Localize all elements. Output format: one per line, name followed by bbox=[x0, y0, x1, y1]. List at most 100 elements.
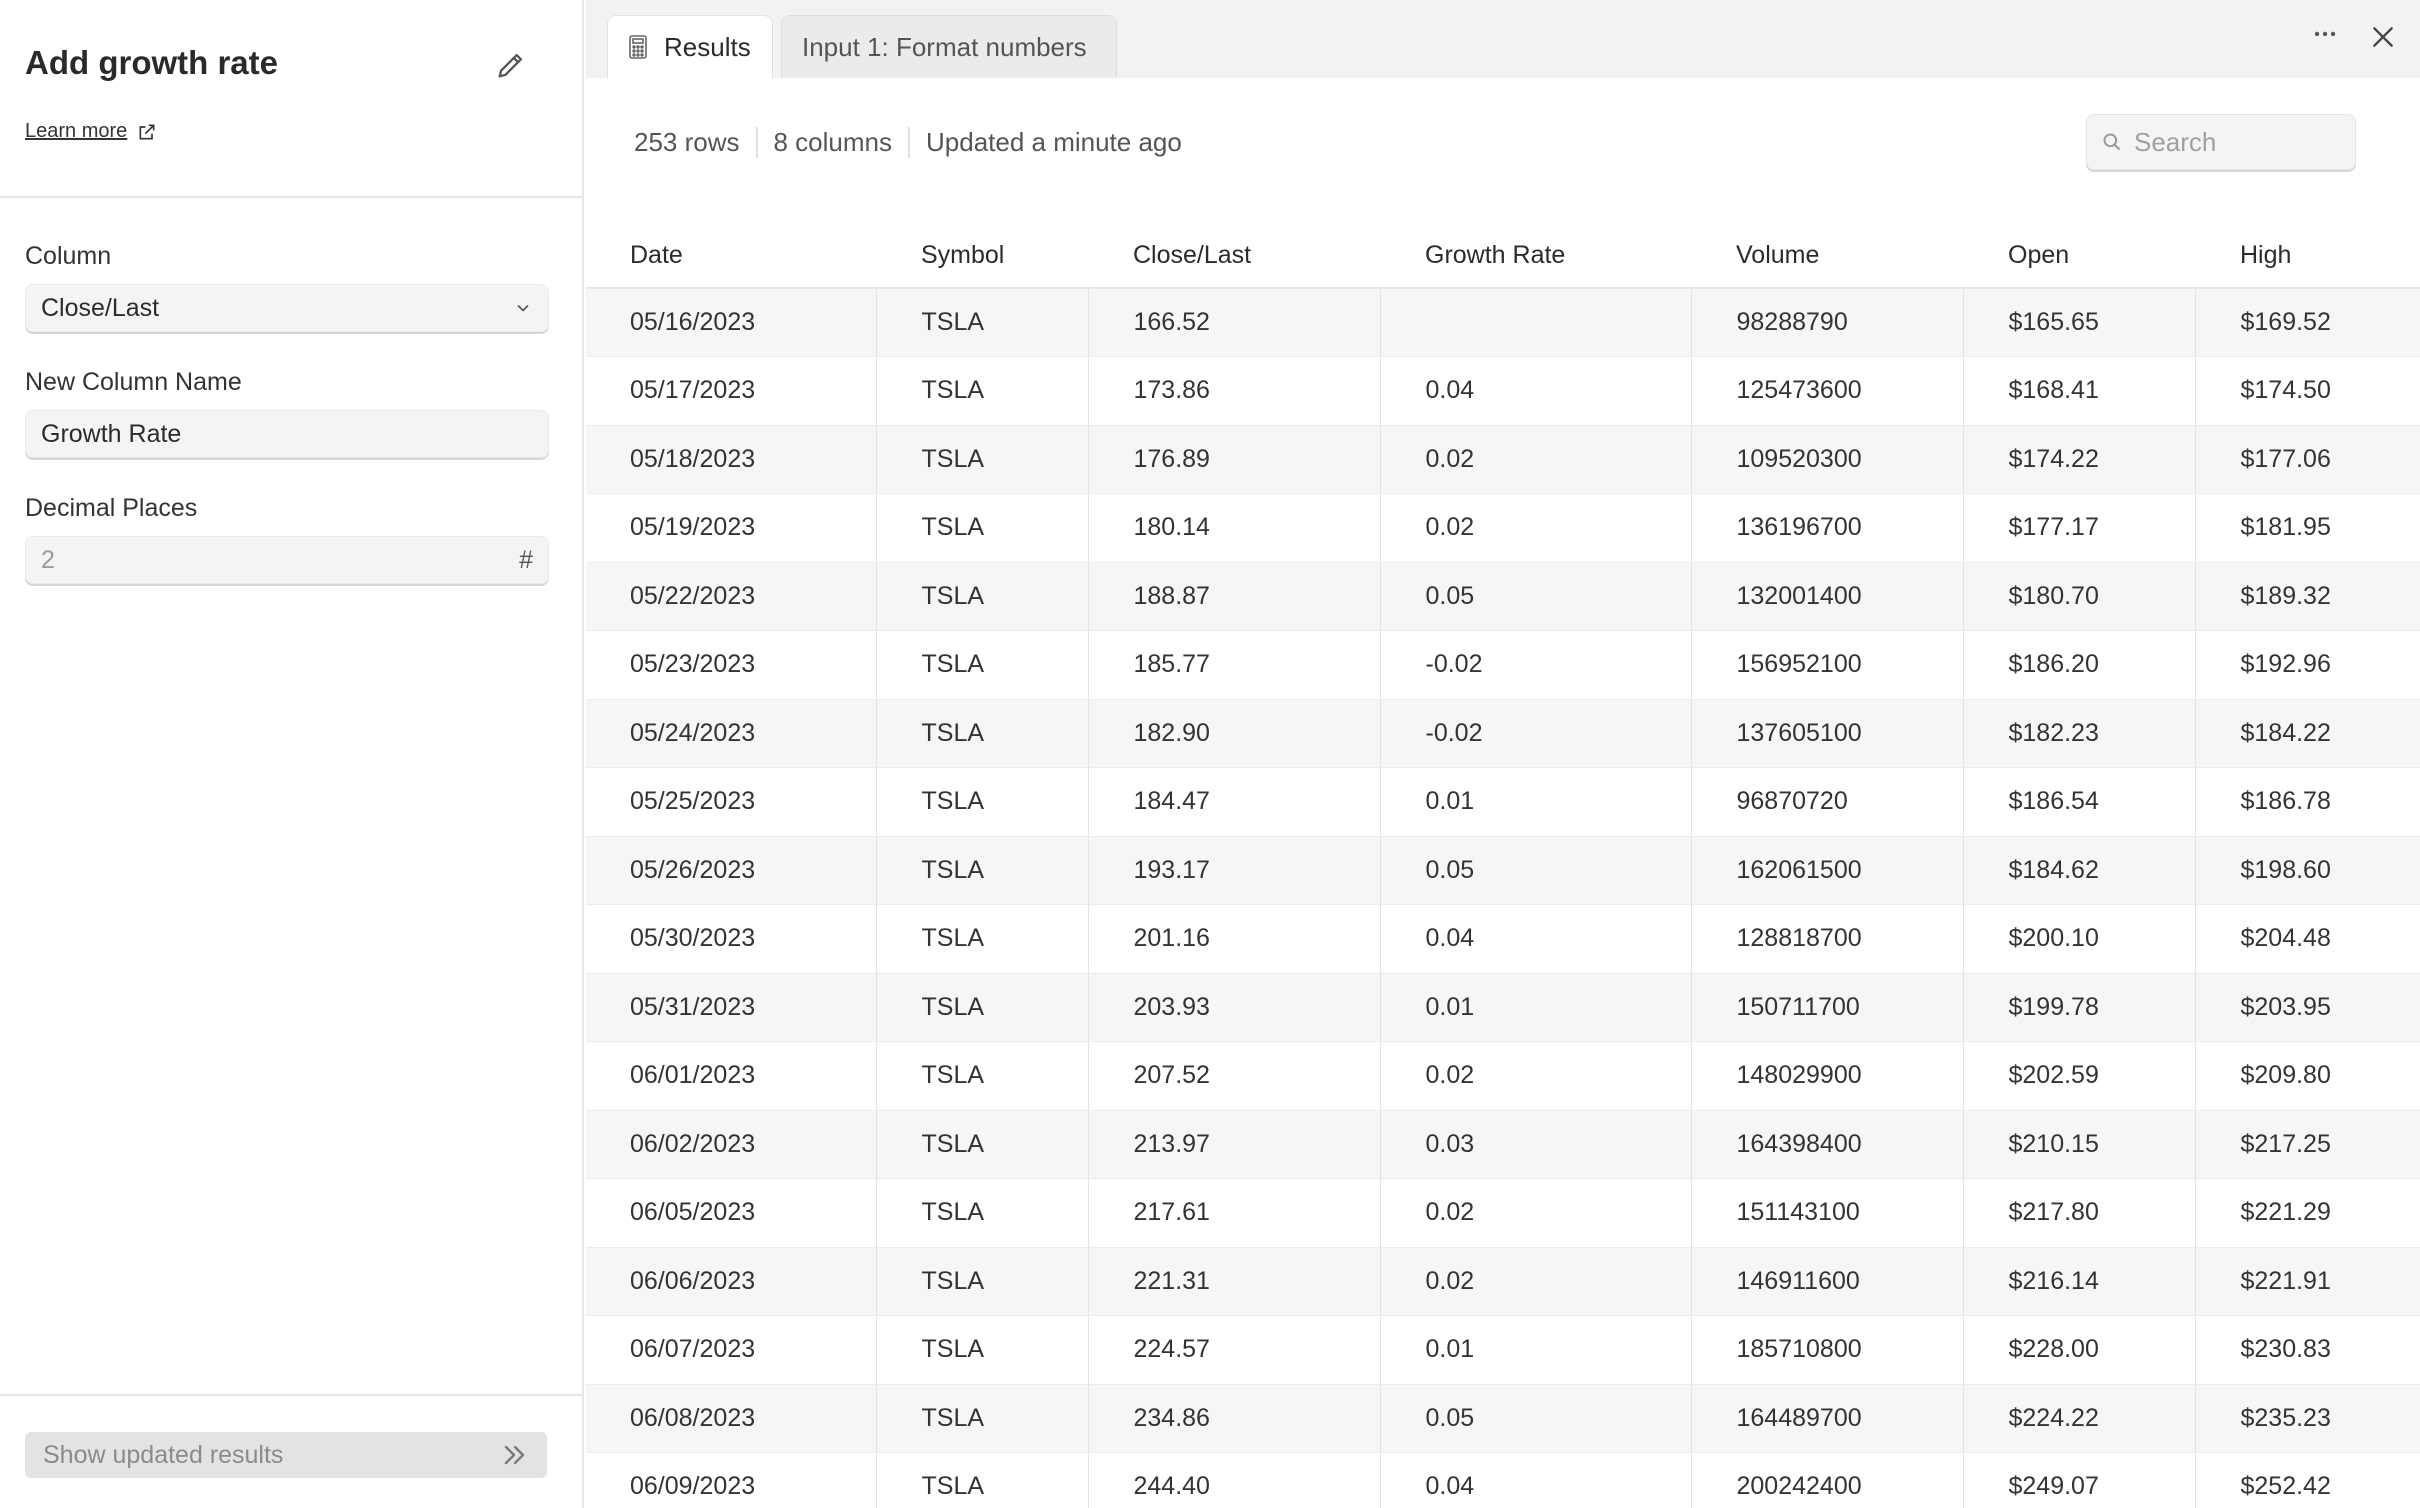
table-cell: 05/18/2023 bbox=[586, 425, 877, 494]
more-options-icon[interactable] bbox=[2308, 22, 2342, 46]
table-row: 06/06/2023 TSLA 221.31 0.02 146911600 $216.14… bbox=[586, 1247, 2420, 1316]
table-cell: 0.04 bbox=[1380, 356, 1692, 426]
table-cell: 148029900 bbox=[1691, 1041, 1964, 1111]
external-link-icon bbox=[139, 124, 155, 139]
table-cell: 0.01 bbox=[1380, 767, 1692, 837]
table-cell: 193.17 bbox=[1088, 836, 1381, 905]
table-cell: 200242400 bbox=[1691, 1452, 1964, 1508]
table-cell: 0.02 bbox=[1380, 1247, 1692, 1316]
table-cell: 156952100 bbox=[1691, 630, 1964, 700]
close-icon[interactable] bbox=[2370, 24, 2396, 50]
table-cell: 06/06/2023 bbox=[586, 1247, 877, 1316]
table-cell: -0.02 bbox=[1380, 699, 1692, 768]
column-header[interactable]: Close/Last bbox=[1088, 224, 1380, 289]
table-cell: $174.22 bbox=[1963, 425, 2196, 494]
double-chevron-right-icon bbox=[504, 1445, 525, 1465]
table-row: 05/18/2023 TSLA 176.89 0.02 109520300 $174.22… bbox=[586, 425, 2420, 494]
decimal-places-input[interactable]: 2 # bbox=[25, 536, 549, 584]
table-cell: 05/17/2023 bbox=[586, 356, 877, 426]
table-cell: TSLA bbox=[876, 1110, 1089, 1179]
table-cell: TSLA bbox=[876, 288, 1089, 357]
table-cell: 0.02 bbox=[1380, 425, 1692, 494]
table-cell: $165.65 bbox=[1963, 288, 2196, 357]
table-cell: TSLA bbox=[876, 836, 1089, 905]
column-header[interactable]: Date bbox=[586, 224, 876, 289]
table-cell: $216.14 bbox=[1963, 1247, 2196, 1316]
learn-more-link[interactable]: Learn more bbox=[25, 120, 157, 143]
table-cell: 162061500 bbox=[1691, 836, 1964, 905]
table-cell: $203.95 bbox=[2195, 973, 2420, 1042]
table-cell: $224.22 bbox=[1963, 1384, 2196, 1453]
table-cell: 180.14 bbox=[1088, 493, 1381, 563]
column-header[interactable]: High bbox=[2195, 224, 2420, 289]
table-cell: $186.54 bbox=[1963, 767, 2196, 837]
table-cell: TSLA bbox=[876, 1178, 1089, 1248]
table-cell: 05/22/2023 bbox=[586, 562, 877, 631]
table-cell: 96870720 bbox=[1691, 767, 1964, 837]
table-row: 05/26/2023 TSLA 193.17 0.05 162061500 $184.62… bbox=[586, 836, 2420, 905]
table-cell: $181.95 bbox=[2195, 493, 2420, 563]
table-row: 06/09/2023 TSLA 244.40 0.04 200242400 $249.07… bbox=[586, 1452, 2420, 1508]
table-cell: $210.15 bbox=[1963, 1110, 2196, 1179]
results-table-container[interactable]: Date Symbol Close/Last Growth Rate Volum… bbox=[586, 224, 2420, 1508]
results-meta: 253 rows 8 columns Updated a minute ago bbox=[634, 122, 1198, 162]
table-cell: 98288790 bbox=[1691, 288, 1964, 357]
table-cell: $217.25 bbox=[2195, 1110, 2420, 1179]
config-panel: Add growth rate Learn more Column Close/… bbox=[0, 0, 584, 1508]
panel-title: Add growth rate bbox=[25, 44, 278, 81]
table-cell: 166.52 bbox=[1088, 288, 1381, 357]
table-cell: TSLA bbox=[876, 630, 1089, 700]
table-row: 06/05/2023 TSLA 217.61 0.02 151143100 $217.80… bbox=[586, 1178, 2420, 1248]
new-column-name-label: New Column Name bbox=[25, 368, 242, 396]
column-header[interactable]: Open bbox=[1963, 224, 2195, 289]
table-cell: 188.87 bbox=[1088, 562, 1381, 631]
learn-more-label: Learn more bbox=[25, 120, 128, 142]
table-cell: TSLA bbox=[876, 767, 1089, 837]
table-cell: $177.17 bbox=[1963, 493, 2196, 563]
table-cell: $177.06 bbox=[2195, 425, 2420, 494]
calculator-icon bbox=[629, 35, 647, 59]
tab-input-1[interactable]: Input 1: Format numbers bbox=[782, 16, 1116, 78]
table-cell: 06/07/2023 bbox=[586, 1315, 877, 1385]
table-cell: $192.96 bbox=[2195, 630, 2420, 700]
tab-input-1-label: Input 1: Format numbers bbox=[802, 31, 1087, 62]
show-updated-results-button[interactable]: Show updated results bbox=[25, 1432, 547, 1478]
table-cell: TSLA bbox=[876, 904, 1089, 974]
table-cell: $169.52 bbox=[2195, 288, 2420, 357]
table-cell: $189.32 bbox=[2195, 562, 2420, 631]
table-cell: $204.48 bbox=[2195, 904, 2420, 974]
number-hash-icon: # bbox=[519, 545, 533, 574]
table-cell: $221.91 bbox=[2195, 1247, 2420, 1316]
pencil-icon[interactable] bbox=[494, 48, 528, 82]
table-cell: 221.31 bbox=[1088, 1247, 1381, 1316]
decimal-places-label: Decimal Places bbox=[25, 494, 198, 522]
table-cell: 137605100 bbox=[1691, 699, 1964, 768]
table-cell: 224.57 bbox=[1088, 1315, 1381, 1385]
table-cell: 0.02 bbox=[1380, 1041, 1692, 1111]
tab-results[interactable]: Results bbox=[608, 16, 772, 78]
new-column-name-input[interactable]: Growth Rate bbox=[25, 410, 549, 458]
table-cell: TSLA bbox=[876, 356, 1089, 426]
table-cell: 06/08/2023 bbox=[586, 1384, 877, 1453]
table-cell: 06/02/2023 bbox=[586, 1110, 877, 1179]
column-header[interactable]: Symbol bbox=[876, 224, 1088, 289]
table-row: 06/08/2023 TSLA 234.86 0.05 164489700 $224.22… bbox=[586, 1384, 2420, 1453]
column-label: Column bbox=[25, 242, 112, 270]
search-input[interactable]: Search bbox=[2086, 114, 2356, 170]
table-cell: $202.59 bbox=[1963, 1041, 2196, 1111]
table-cell: 05/25/2023 bbox=[586, 767, 877, 837]
table-cell: -0.02 bbox=[1380, 630, 1692, 700]
table-cell: 164489700 bbox=[1691, 1384, 1964, 1453]
column-select[interactable]: Close/Last bbox=[25, 284, 549, 332]
table-cell: 0.01 bbox=[1380, 1315, 1692, 1385]
table-row: 06/07/2023 TSLA 224.57 0.01 185710800 $228.00… bbox=[586, 1315, 2420, 1385]
table-cell: 05/19/2023 bbox=[586, 493, 877, 563]
table-cell: 0.03 bbox=[1380, 1110, 1692, 1179]
column-header[interactable]: Growth Rate bbox=[1380, 224, 1691, 289]
show-updated-results-label: Show updated results bbox=[43, 1440, 284, 1469]
column-header[interactable]: Volume bbox=[1691, 224, 1963, 289]
table-cell: $249.07 bbox=[1963, 1452, 2196, 1508]
table-cell: TSLA bbox=[876, 699, 1089, 768]
table-cell: 182.90 bbox=[1088, 699, 1381, 768]
table-cell: 151143100 bbox=[1691, 1178, 1964, 1248]
